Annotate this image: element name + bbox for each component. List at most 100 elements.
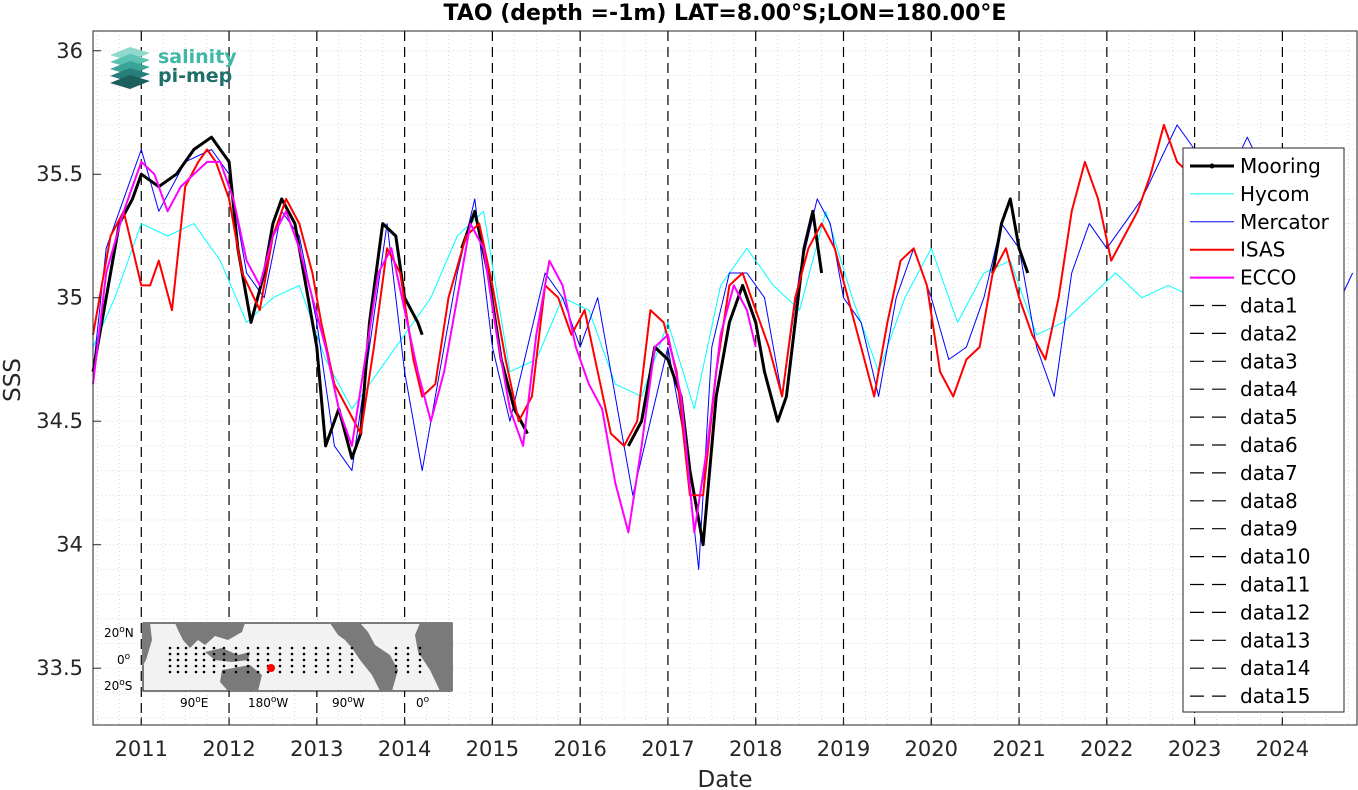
legend-label-data9: data9	[1240, 517, 1298, 541]
inset-mooring-dot	[326, 670, 330, 674]
legend-label-data15: data15	[1240, 684, 1311, 708]
inset-mooring-dot	[176, 646, 180, 650]
inset-mooring-dot	[418, 670, 422, 674]
inset-mooring-dot	[222, 664, 226, 668]
inset-mooring-dot	[326, 658, 330, 662]
logo-text-salinity: salinity	[158, 46, 237, 68]
inset-mooring-dot	[234, 664, 238, 668]
inset-mooring-dot	[314, 652, 318, 656]
legend-label-data4: data4	[1240, 377, 1298, 401]
x-tick-label: 2018	[729, 737, 782, 761]
inset-mooring-dot	[418, 664, 422, 668]
inset-mooring-dot	[176, 664, 180, 668]
inset-lon-180w: 180oW	[248, 695, 288, 710]
inset-mooring-dot	[266, 652, 270, 656]
x-tick-label: 2020	[905, 737, 958, 761]
inset-mooring-dot	[222, 670, 226, 674]
legend-label-data1: data1	[1240, 294, 1298, 318]
legend-label-data7: data7	[1240, 461, 1298, 485]
inset-mooring-dot	[278, 664, 282, 668]
inset-mooring-dot	[290, 670, 294, 674]
inset-mooring-dot	[256, 646, 260, 650]
inset-mooring-dot	[212, 652, 216, 656]
y-tick-label: 35	[56, 286, 83, 310]
inset-mooring-dot	[202, 664, 206, 668]
legend-label-ecco: ECCO	[1240, 266, 1296, 290]
inset-mooring-dot	[418, 646, 422, 650]
inset-mooring-dot	[326, 652, 330, 656]
y-ticks: 33.5 34 34.5 35 35.5 36	[36, 39, 101, 680]
inset-mooring-dot	[394, 658, 398, 662]
inset-mooring-dot	[212, 670, 216, 674]
inset-mooring-dot	[168, 658, 172, 662]
inset-mooring-dot	[394, 646, 398, 650]
inset-lon-90e: 90oE	[180, 695, 208, 710]
inset-mooring-dot	[234, 670, 238, 674]
inset-mooring-dot	[406, 664, 410, 668]
y-tick-label: 35.5	[36, 162, 83, 186]
legend-label-data10: data10	[1240, 545, 1311, 569]
inset-lat-20n: 20oN	[104, 625, 134, 640]
inset-selected-mooring	[267, 664, 275, 672]
y-axis-label: SSS	[0, 358, 26, 402]
inset-land-asia	[175, 623, 245, 648]
legend-label-data13: data13	[1240, 628, 1311, 652]
inset-mooring-dot	[168, 652, 172, 656]
legend-box	[1182, 147, 1345, 713]
inset-land-americas	[330, 623, 398, 691]
inset-mooring-dot	[338, 670, 342, 674]
legend-label-mercator: Mercator	[1240, 210, 1330, 234]
inset-mooring-dot	[326, 664, 330, 668]
inset-mooring-dot	[256, 670, 260, 674]
inset-mooring-dot	[194, 664, 198, 668]
inset-mooring-dot	[194, 646, 198, 650]
x-tick-label: 2024	[1256, 737, 1309, 761]
x-tick-label: 2012	[202, 737, 255, 761]
inset-mooring-dot	[246, 670, 250, 674]
inset-mooring-dot	[168, 664, 172, 668]
legend-label-mooring: Mooring	[1240, 154, 1321, 178]
inset-mooring-dots	[168, 646, 422, 674]
inset-mooring-dot	[184, 646, 188, 650]
legend-label-data12: data12	[1240, 600, 1311, 624]
inset-mooring-dot	[222, 652, 226, 656]
inset-mooring-dot	[350, 658, 354, 662]
inset-mooring-dot	[176, 652, 180, 656]
legend-label-isas: ISAS	[1240, 238, 1285, 262]
inset-land-australia	[220, 665, 262, 691]
x-tick-label: 2023	[1168, 737, 1221, 761]
inset-mooring-dot	[406, 646, 410, 650]
inset-mooring-dot	[406, 658, 410, 662]
inset-lon-90w: 90oW	[332, 695, 365, 710]
legend-label-data8: data8	[1240, 489, 1298, 513]
inset-map: 20oN 0o 20oS 90oE 180oW 90oW 0o	[104, 622, 453, 710]
inset-mooring-dot	[338, 664, 342, 668]
inset-mooring-dot	[184, 652, 188, 656]
x-tick-label: 2015	[466, 737, 519, 761]
inset-mooring-dot	[394, 670, 398, 674]
inset-mooring-dot	[278, 670, 282, 674]
inset-mooring-dot	[194, 670, 198, 674]
inset-mooring-dot	[290, 652, 294, 656]
inset-mooring-dot	[176, 670, 180, 674]
inset-mooring-dot	[314, 646, 318, 650]
inset-mooring-dot	[406, 652, 410, 656]
inset-mooring-dot	[314, 658, 318, 662]
inset-land-africa-europe	[143, 623, 152, 665]
x-axis-label: Date	[698, 767, 753, 790]
x-tick-label: 2019	[817, 737, 870, 761]
plot-frame	[92, 30, 1358, 726]
series-group	[91, 123, 1354, 570]
x-tick-label: 2021	[992, 737, 1045, 761]
chart-title: TAO (depth =-1m) LAT=8.00°S;LON=180.00°E	[444, 1, 1007, 26]
inset-mooring-dot	[302, 652, 306, 656]
inset-mooring-dot	[350, 652, 354, 656]
inset-mooring-dot	[222, 646, 226, 650]
legend-marker-mooring	[1209, 163, 1215, 169]
inset-mooring-dot	[246, 652, 250, 656]
inset-mooring-dot	[266, 646, 270, 650]
inset-mooring-dot	[418, 658, 422, 662]
inset-mooring-dot	[406, 670, 410, 674]
inset-mooring-dot	[202, 652, 206, 656]
